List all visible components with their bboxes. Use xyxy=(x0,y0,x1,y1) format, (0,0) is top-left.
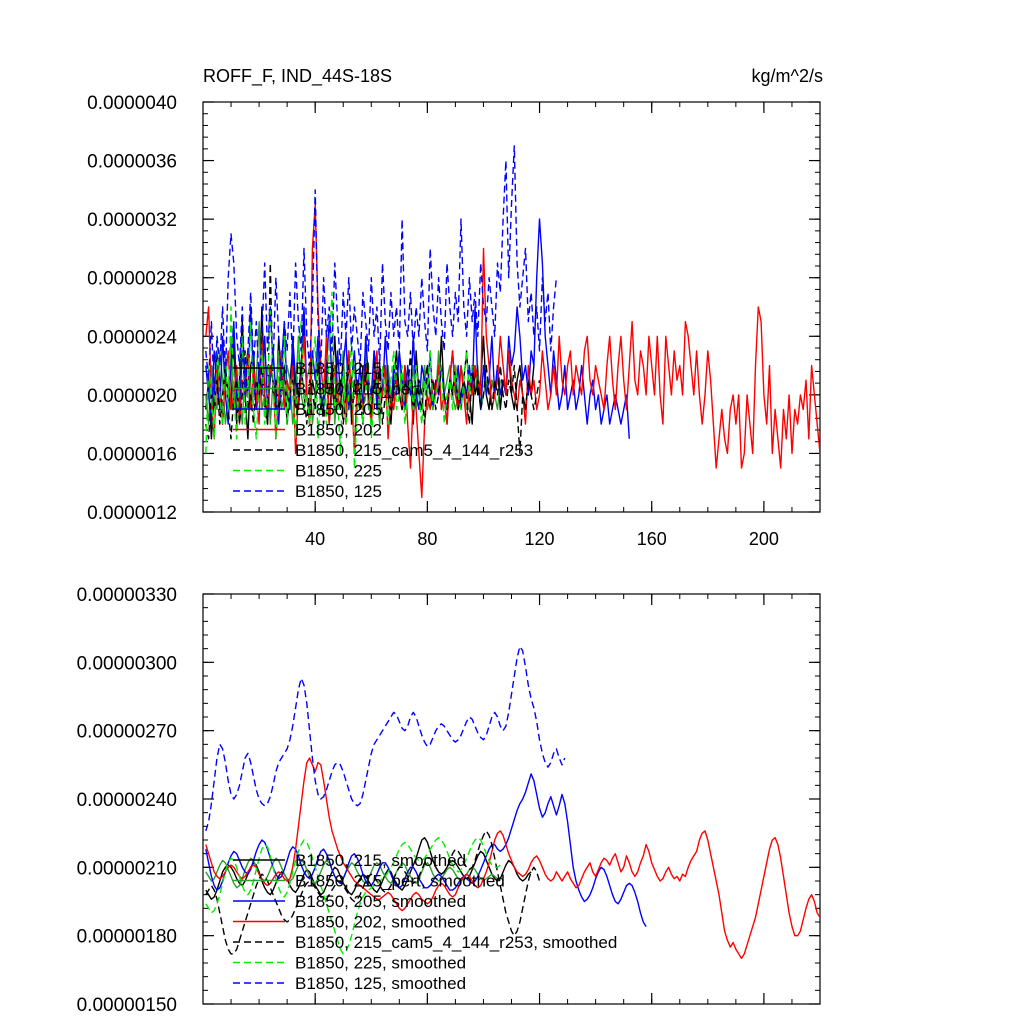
series-line xyxy=(205,218,630,439)
y-tick-label: 0.0000020 xyxy=(87,386,177,407)
y-tick-label: 0.00000300 xyxy=(77,653,177,674)
series-line xyxy=(205,830,541,955)
y-tick-label: 0.0000012 xyxy=(87,503,177,524)
y-tick-label: 0.0000040 xyxy=(87,93,177,114)
x-tick-label: 120 xyxy=(525,529,555,549)
legend-label: B1850, 202 xyxy=(295,421,382,440)
y-tick-label: 0.00000270 xyxy=(77,722,177,743)
top-panel-title: ROFF_F, IND_44S-18S xyxy=(203,66,392,87)
legend-label: B1850, 215 xyxy=(295,359,382,378)
y-tick-label: 0.0000036 xyxy=(87,152,177,173)
bottom-panel: 0.00000150 0.00000180 0.00000210 0.00000240… xyxy=(77,585,821,1016)
y-tick-label: 0.0000032 xyxy=(87,210,177,231)
series-line xyxy=(205,645,566,832)
legend-label: B1850, 205 xyxy=(295,400,382,419)
series-line xyxy=(205,262,541,455)
x-tick-label: 200 xyxy=(749,529,779,549)
series-line xyxy=(205,857,501,889)
legend-label: B1850, 215_pert, smoothed xyxy=(295,872,505,891)
legend-label: B1850, 225 xyxy=(295,462,382,481)
legend-label: B1850, 215, smoothed xyxy=(295,851,466,870)
x-tick-label: 80 xyxy=(417,529,437,549)
y-tick-label: 0.00000210 xyxy=(77,858,177,879)
legend-label: B1850, 215_cam5_4_144_r253 xyxy=(295,441,533,460)
legend-label: B1850, 125, smoothed xyxy=(295,974,466,993)
legend-label: B1850, 225, smoothed xyxy=(295,954,466,973)
series-group xyxy=(205,645,820,960)
y-tick-label: 0.0000016 xyxy=(87,444,177,465)
series-line xyxy=(205,757,820,960)
y-tick-label: 0.00000180 xyxy=(77,927,177,948)
legend-label: B1850, 215_pert xyxy=(295,380,421,399)
y-tick-label: 0.00000240 xyxy=(77,790,177,811)
y-tick-label: 0.0000028 xyxy=(87,269,177,290)
legend-label: B1850, 202, smoothed xyxy=(295,913,466,932)
y-tick-label: 0.00000150 xyxy=(77,995,177,1016)
y-tick-label: 0.0000024 xyxy=(87,327,177,348)
series-line xyxy=(205,837,501,955)
top-panel-units: kg/m^2/s xyxy=(752,66,823,86)
legend-label: B1850, 125 xyxy=(295,482,382,501)
legend-label: B1850, 215_cam5_4_144_r253, smoothed xyxy=(295,933,617,952)
y-tick-label: 0.00000330 xyxy=(77,585,177,606)
legend-label: B1850, 205, smoothed xyxy=(295,892,466,911)
series-line xyxy=(205,145,558,396)
top-panel: ROFF_F, IND_44S-18S kg/m^2/s 40 80 120 160 2… xyxy=(87,66,823,549)
series-group xyxy=(205,145,820,499)
series-line xyxy=(205,773,647,927)
x-tick-label: 40 xyxy=(305,529,325,549)
x-tick-label: 160 xyxy=(637,529,667,549)
